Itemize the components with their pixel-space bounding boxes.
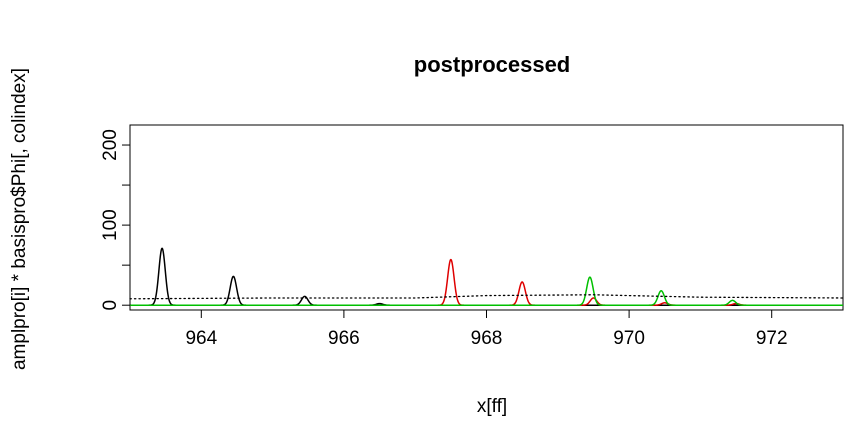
chart-title: postprocessed	[414, 52, 571, 77]
y-tick-label: 200	[100, 129, 121, 161]
x-axis-label: x[ff]	[477, 396, 507, 417]
series-line-dotted	[129, 294, 844, 300]
plot-frame	[129, 124, 844, 311]
x-tick-label: 964	[185, 328, 217, 349]
x-tick-label: 970	[613, 328, 645, 349]
y-tick-label: 100	[100, 209, 121, 241]
x-tick-label: 972	[756, 328, 788, 349]
series-layer	[129, 247, 844, 306]
x-tick-label: 968	[471, 328, 503, 349]
series-line-2	[129, 276, 844, 306]
y-axis-label: amplpro[i] * basispro$Phi[, colindex]	[9, 68, 30, 370]
x-tick-label: 966	[328, 328, 360, 349]
series-line-0	[129, 247, 844, 306]
y-axis: 0 100 200	[100, 129, 131, 311]
x-axis: 964 966 968 970 972	[185, 309, 788, 349]
y-tick-label: 0	[100, 300, 121, 311]
series-line-1	[129, 258, 844, 306]
